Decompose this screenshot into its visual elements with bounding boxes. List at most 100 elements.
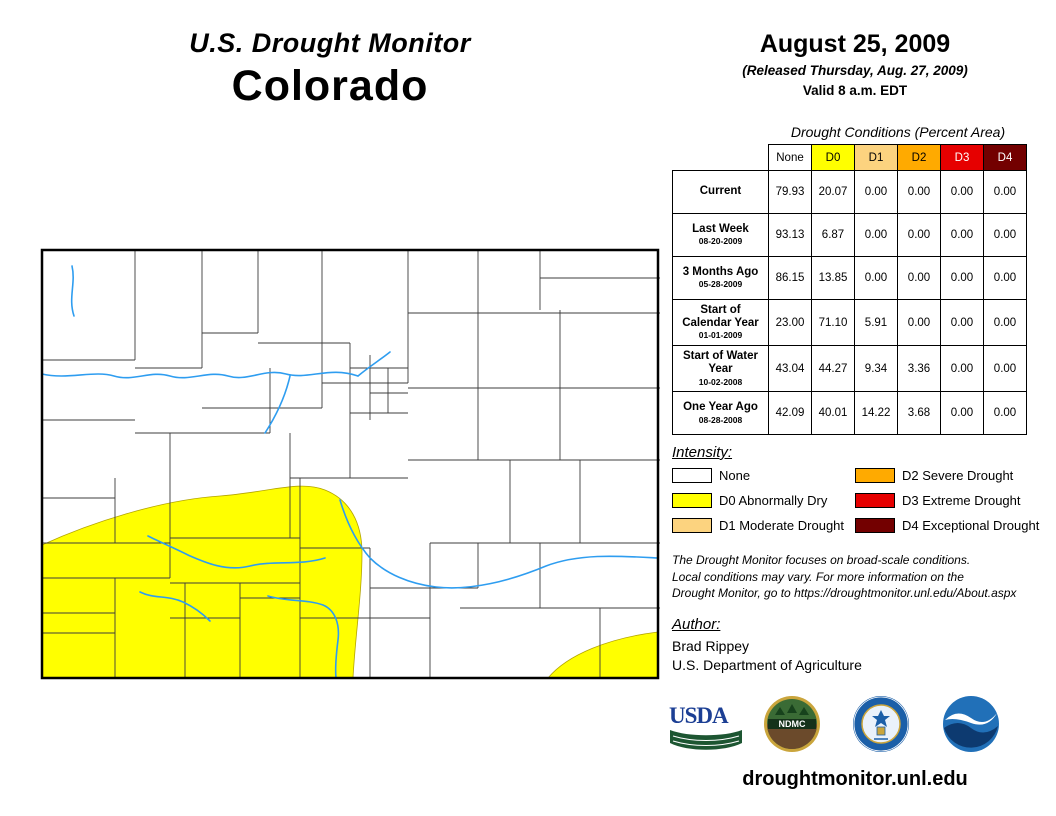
table-cell: 0.00 <box>983 256 1027 300</box>
table-cell: 0.00 <box>940 391 984 436</box>
table-header-row: None D0 D1 D2 D3 D4 <box>673 144 1027 171</box>
table-cell: 0.00 <box>940 345 984 393</box>
noaa-logo <box>942 695 1000 753</box>
table-cell: 23.00 <box>768 298 812 347</box>
table-cell: 0.00 <box>897 170 941 214</box>
d2-swatch <box>855 468 895 483</box>
monitor-title: U.S. Drought Monitor <box>189 28 471 58</box>
table-cell: 3.68 <box>897 391 941 436</box>
table-cell: 79.93 <box>768 170 812 214</box>
author-organization: U.S. Department of Agriculture <box>672 657 862 673</box>
legend-item-none: None <box>672 468 844 483</box>
table-cell: 0.00 <box>897 298 941 347</box>
legend-item-d2: D2 Severe Drought <box>855 468 1039 483</box>
table-cell: 9.34 <box>854 345 898 393</box>
legend-item-d1: D1 Moderate Drought <box>672 518 844 533</box>
table-cell: 0.00 <box>854 170 898 214</box>
col-header-d4: D4 <box>983 144 1027 171</box>
intensity-heading: Intensity: <box>672 444 733 461</box>
table-cell: 6.87 <box>811 213 855 257</box>
disclaimer-line-2: Local conditions may vary. For more info… <box>672 569 964 584</box>
col-header-none: None <box>768 144 812 171</box>
usda-logo: USDA <box>666 702 746 754</box>
table-cell: 0.00 <box>983 213 1027 257</box>
table-cell: 0.00 <box>983 298 1027 347</box>
row-label: Last Week <box>692 223 749 235</box>
released-date: (Released Thursday, Aug. 27, 2009) <box>742 63 968 78</box>
row-sublabel: 10-02-2008 <box>698 376 743 387</box>
ndmc-logo-text: NDMC <box>779 719 806 729</box>
table-row-3-months-ago: 3 Months Ago 05-28-2009 86.15 13.85 0.00 … <box>672 256 1027 300</box>
legend-column-left: None D0 Abnormally Dry D1 Moderate Droug… <box>672 468 844 533</box>
legend-column-right: D2 Severe Drought D3 Extreme Drought D4 … <box>855 468 1039 533</box>
table-cell: 71.10 <box>811 298 855 347</box>
table-row-start-calendar-year: Start of Calendar Year 01-01-2009 23.00 7… <box>672 298 1027 347</box>
table-cell: 0.00 <box>940 170 984 214</box>
legend-item-d3: D3 Extreme Drought <box>855 493 1039 508</box>
author-name: Brad Rippey <box>672 638 750 654</box>
table-cell: 3.36 <box>897 345 941 393</box>
commerce-seal-logo <box>852 695 910 753</box>
col-header-d0: D0 <box>811 144 855 171</box>
disclaimer-line-1: The Drought Monitor focuses on broad-sca… <box>672 553 971 567</box>
table-cell: 13.85 <box>811 256 855 300</box>
table-cell: 0.00 <box>940 213 984 257</box>
table-cell: 0.00 <box>983 391 1027 436</box>
row-label: Current <box>699 184 742 197</box>
d3-swatch <box>855 493 895 508</box>
col-header-d3: D3 <box>940 144 984 171</box>
table-cell: 0.00 <box>940 256 984 300</box>
legend-label: D3 Extreme Drought <box>902 493 1021 508</box>
legend-label: D0 Abnormally Dry <box>719 493 828 508</box>
valid-time: Valid 8 a.m. EDT <box>802 83 908 98</box>
table-cell: 0.00 <box>983 345 1027 393</box>
table-cell: 14.22 <box>854 391 898 436</box>
d4-swatch <box>855 518 895 533</box>
table-caption: Drought Conditions (Percent Area) <box>790 124 1006 140</box>
row-sublabel: 05-28-2009 <box>698 279 743 290</box>
table-cell: 5.91 <box>854 298 898 347</box>
table-row-start-water-year: Start of Water Year 10-02-2008 43.04 44.2… <box>672 345 1027 393</box>
drought-conditions-table: None D0 D1 D2 D3 D4 Current 79.93 20.07 … <box>672 144 1027 436</box>
state-title: Colorado <box>231 62 429 110</box>
table-cell: 20.07 <box>811 170 855 214</box>
rivers <box>41 265 659 679</box>
row-sublabel: 08-20-2009 <box>698 236 743 247</box>
table-cell: 0.00 <box>854 213 898 257</box>
legend-item-d0: D0 Abnormally Dry <box>672 493 844 508</box>
colorado-drought-map <box>40 248 660 680</box>
disclaimer-text: The Drought Monitor focuses on broad-sca… <box>672 552 1044 602</box>
map-svg <box>40 248 660 680</box>
report-date: August 25, 2009 <box>759 30 951 58</box>
ndmc-logo: NDMC <box>763 695 821 753</box>
usda-logo-text: USDA <box>669 703 729 728</box>
legend-item-d4: D4 Exceptional Drought <box>855 518 1039 533</box>
none-swatch <box>672 468 712 483</box>
row-label: Start of Calendar Year <box>682 304 759 330</box>
disclaimer-line-3: Drought Monitor, go to https://droughtmo… <box>672 586 1017 601</box>
table-cell: 43.04 <box>768 345 812 393</box>
table-row-last-week: Last Week 08-20-2009 93.13 6.87 0.00 0.00… <box>672 213 1027 257</box>
legend-label: D2 Severe Drought <box>902 468 1014 483</box>
row-label: Start of Water Year <box>683 350 758 376</box>
d0-drought-area <box>41 485 659 679</box>
author-heading: Author: <box>672 616 721 633</box>
table-cell: 0.00 <box>983 170 1027 214</box>
col-header-d2: D2 <box>897 144 941 171</box>
table-cell: 86.15 <box>768 256 812 300</box>
table-cell: 0.00 <box>897 213 941 257</box>
table-cell: 40.01 <box>811 391 855 436</box>
legend-label: D4 Exceptional Drought <box>902 518 1040 533</box>
table-row-one-year-ago: One Year Ago 08-28-2008 42.09 40.01 14.22… <box>672 391 1027 436</box>
table-corner-cell <box>673 145 769 171</box>
table-cell: 93.13 <box>768 213 812 257</box>
row-sublabel: 08-28-2008 <box>698 414 743 425</box>
table-cell: 44.27 <box>811 345 855 393</box>
table-cell: 0.00 <box>854 256 898 300</box>
state-border <box>40 248 660 680</box>
table-cell: 42.09 <box>768 391 812 436</box>
table-cell: 0.00 <box>897 256 941 300</box>
county-boundaries <box>42 250 660 678</box>
row-label: 3 Months Ago <box>682 266 759 278</box>
